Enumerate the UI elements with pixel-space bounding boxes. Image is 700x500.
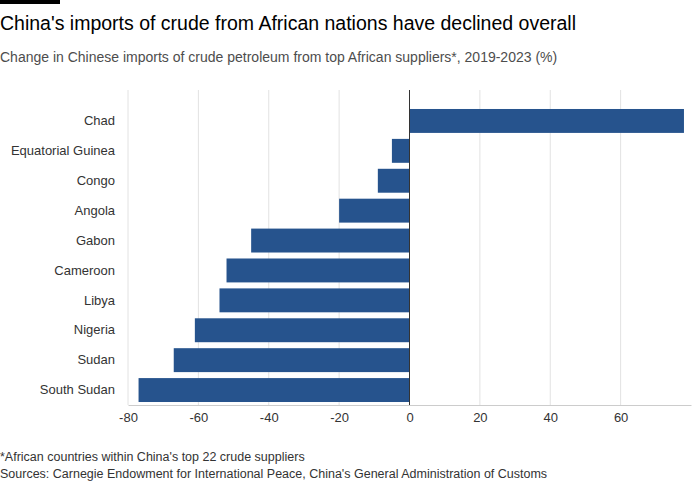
title: China's imports of crude from African na… xyxy=(0,12,576,34)
bar xyxy=(339,199,409,223)
x-axis-line xyxy=(129,405,692,406)
x-tick: 40 xyxy=(544,405,558,425)
grid-line xyxy=(620,90,621,405)
y-tick: Congo xyxy=(77,173,128,188)
bar xyxy=(195,318,410,342)
y-axis: Chad Equatorial Guinea Congo Angola Gabon Cam… xyxy=(11,113,128,397)
y-tick: Libya xyxy=(84,293,128,308)
y-tick: Equatorial Guinea xyxy=(11,143,128,158)
x-tick: -20 xyxy=(330,405,349,425)
y-tick: Nigeria xyxy=(74,322,128,337)
bar xyxy=(219,288,409,312)
grid-line xyxy=(409,90,410,405)
footnote: *African countries within China's top 22… xyxy=(0,450,305,464)
y-tick-label: Gabon xyxy=(76,233,115,248)
bar xyxy=(139,378,410,402)
x-tick: -80 xyxy=(119,405,138,425)
y-tick-label: Nigeria xyxy=(74,322,116,337)
y-tick-label: Chad xyxy=(84,113,115,128)
y-tick: Angola xyxy=(75,203,128,218)
y-tick-label: Congo xyxy=(77,173,115,188)
x-tick: -60 xyxy=(189,405,208,425)
y-tick-label: Sudan xyxy=(77,352,115,367)
bar xyxy=(378,169,410,193)
y-tick: Sudan xyxy=(77,352,128,367)
y-tick: Cameroon xyxy=(54,263,128,278)
bar xyxy=(392,139,410,163)
y-tick: Chad xyxy=(84,113,128,128)
x-tick-label: -40 xyxy=(260,410,279,425)
y-tick: South Sudan xyxy=(40,382,128,397)
grid-line xyxy=(479,90,480,405)
x-tick-label: -20 xyxy=(330,410,349,425)
x-tick: 0 xyxy=(406,405,413,425)
x-tick: 60 xyxy=(614,405,628,425)
bar xyxy=(227,258,410,282)
x-tick-label: -80 xyxy=(119,410,138,425)
y-tick-label: Cameroon xyxy=(54,263,115,278)
bar xyxy=(410,109,684,133)
x-tick-label: 40 xyxy=(544,410,558,425)
y-tick-label: South Sudan xyxy=(40,382,115,397)
x-tick-label: -60 xyxy=(189,410,208,425)
grid-line xyxy=(128,90,129,405)
y-tick-label: Equatorial Guinea xyxy=(11,143,116,158)
source: Sources: Carnegie Endowment for Internat… xyxy=(0,467,547,481)
subtitle: Change in Chinese imports of crude petro… xyxy=(0,49,557,65)
x-tick-label: 20 xyxy=(473,410,487,425)
y-tick: Gabon xyxy=(76,233,128,248)
chart: China's imports of crude from African na… xyxy=(0,0,700,500)
x-tick: -40 xyxy=(260,405,279,425)
y-tick-label: Angola xyxy=(75,203,116,218)
x-tick-label: 0 xyxy=(406,410,413,425)
y-tick-label: Libya xyxy=(84,293,116,308)
bars xyxy=(139,109,684,402)
zero-line xyxy=(409,90,410,405)
x-tick: 20 xyxy=(473,405,487,425)
bar xyxy=(174,348,410,372)
x-axis: -80 -60 -40 -20 0 20 40 60 xyxy=(119,405,691,425)
bar xyxy=(251,229,409,253)
grid xyxy=(128,90,621,405)
x-tick-label: 60 xyxy=(614,410,628,425)
grid-line xyxy=(550,90,551,405)
top-stripe xyxy=(0,0,60,4)
